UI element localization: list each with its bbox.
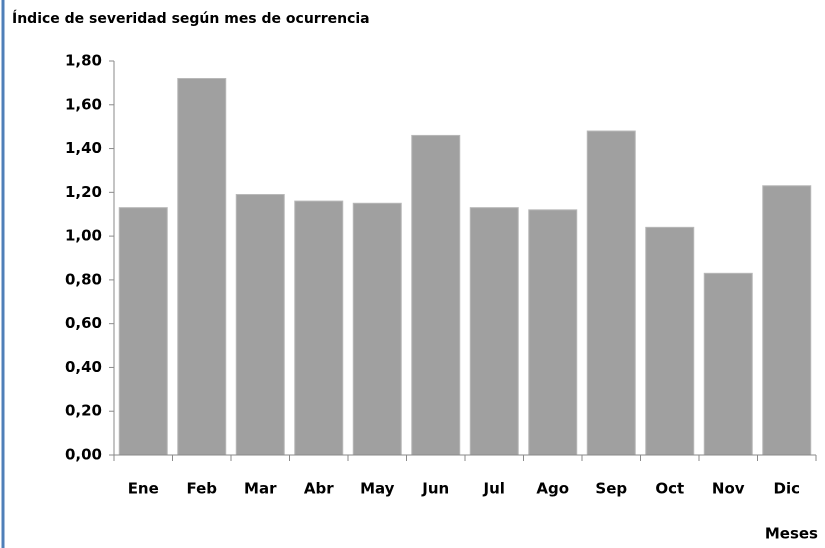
bar xyxy=(352,202,402,456)
y-tick-label: 1,40 xyxy=(65,139,102,157)
bar xyxy=(411,134,461,456)
bar xyxy=(762,185,812,456)
y-tick-label: 1,20 xyxy=(65,183,102,201)
y-tick-label: 1,00 xyxy=(65,227,102,245)
bar xyxy=(294,200,344,456)
y-tick-label: 0,00 xyxy=(65,446,102,464)
x-tick-label: Jun xyxy=(421,480,449,498)
y-tick-label: 0,20 xyxy=(65,402,102,420)
bar xyxy=(528,209,578,456)
bar xyxy=(177,78,227,456)
x-tick-label: Sep xyxy=(595,480,627,498)
x-tick-label: Jul xyxy=(483,480,505,498)
x-tick-label: May xyxy=(360,480,395,498)
bar xyxy=(118,207,168,456)
bar xyxy=(586,130,636,456)
y-tick-label: 0,60 xyxy=(65,314,102,332)
bar xyxy=(469,207,519,456)
x-axis-title: Meses xyxy=(765,525,818,543)
y-tick-label: 1,80 xyxy=(65,52,102,70)
bar xyxy=(703,272,753,456)
y-tick-label: 1,60 xyxy=(65,95,102,113)
x-tick-label: Nov xyxy=(712,480,745,498)
x-tick-label: Dic xyxy=(774,480,800,498)
bar xyxy=(235,194,285,456)
y-tick-label: 0,80 xyxy=(65,270,102,288)
y-tick-label: 0,40 xyxy=(65,358,102,376)
x-tick-label: Feb xyxy=(186,480,217,498)
x-tick-label: Oct xyxy=(655,480,684,498)
x-tick-label: Mar xyxy=(244,480,277,498)
x-tick-label: Ago xyxy=(536,480,569,498)
x-tick-label: Ene xyxy=(128,480,159,498)
chart-title: Índice de severidad según mes de ocurren… xyxy=(12,10,370,27)
bar xyxy=(645,226,695,456)
x-tick-label: Abr xyxy=(304,480,334,498)
